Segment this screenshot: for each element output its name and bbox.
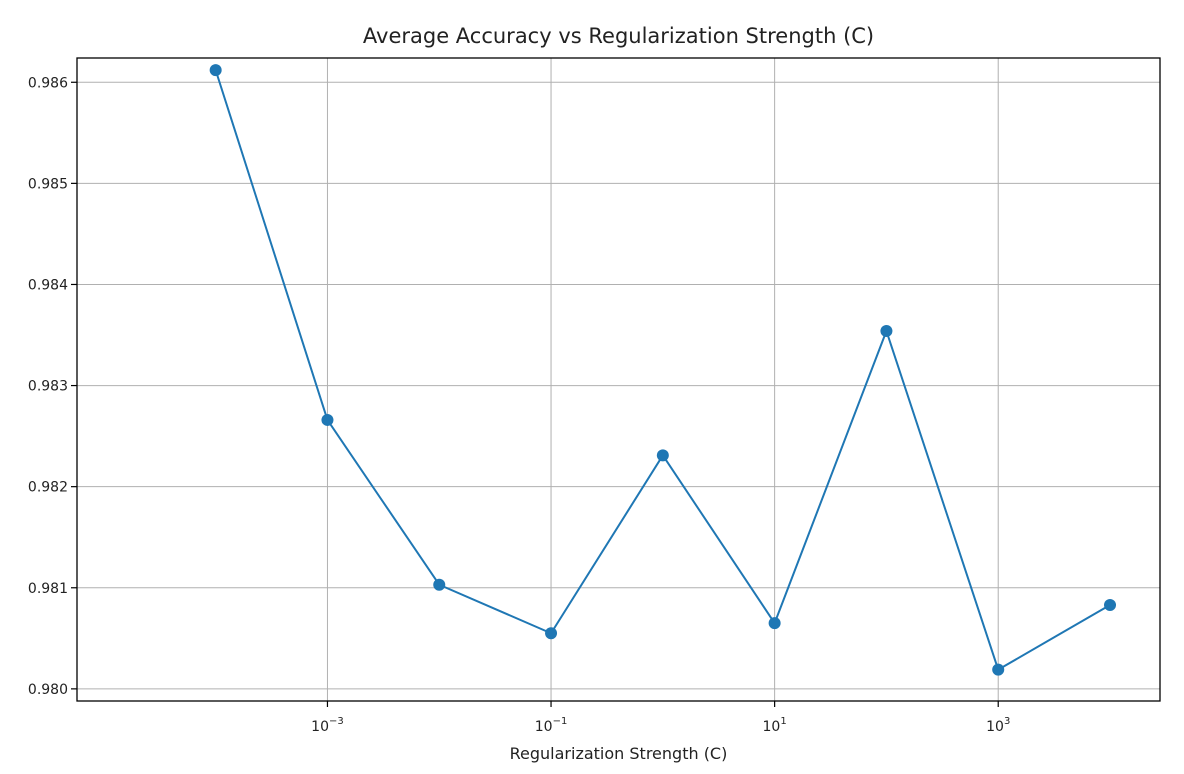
- series-layer: [209, 64, 1117, 676]
- data-point: [768, 617, 781, 630]
- y-tick-label: 0.980: [28, 682, 68, 698]
- grid-lines: [77, 58, 1160, 701]
- data-point: [433, 578, 446, 591]
- y-tick-label: 0.983: [28, 379, 68, 395]
- data-point: [992, 663, 1005, 676]
- data-point: [880, 324, 893, 337]
- y-tick-label: 0.985: [28, 176, 68, 192]
- x-tick-label: 103: [986, 716, 1010, 735]
- y-tick-label: 0.984: [28, 277, 68, 293]
- y-tick-label: 0.986: [28, 75, 68, 91]
- x-tick-label: 101: [763, 716, 787, 735]
- plot-frame: [76, 57, 1161, 702]
- x-tick-label: 10−3: [311, 716, 344, 735]
- x-tick-label: 10−1: [535, 716, 568, 735]
- x-axis-label: Regularization Strength (C): [510, 744, 728, 763]
- y-tick-label: 0.982: [28, 480, 68, 496]
- y-tick-label: 0.981: [28, 581, 68, 597]
- data-point: [209, 64, 222, 77]
- data-point: [656, 449, 669, 462]
- data-point: [545, 627, 558, 640]
- y-axis-ticks: 0.980 0.981 0.982 0.983 0.984 0.985 0.986: [28, 75, 77, 698]
- data-point: [1104, 598, 1117, 611]
- data-point: [321, 413, 334, 426]
- x-axis-ticks: 10−3 10−1 101 103: [311, 701, 1010, 735]
- chart-title: Average Accuracy vs Regularization Stren…: [363, 24, 874, 48]
